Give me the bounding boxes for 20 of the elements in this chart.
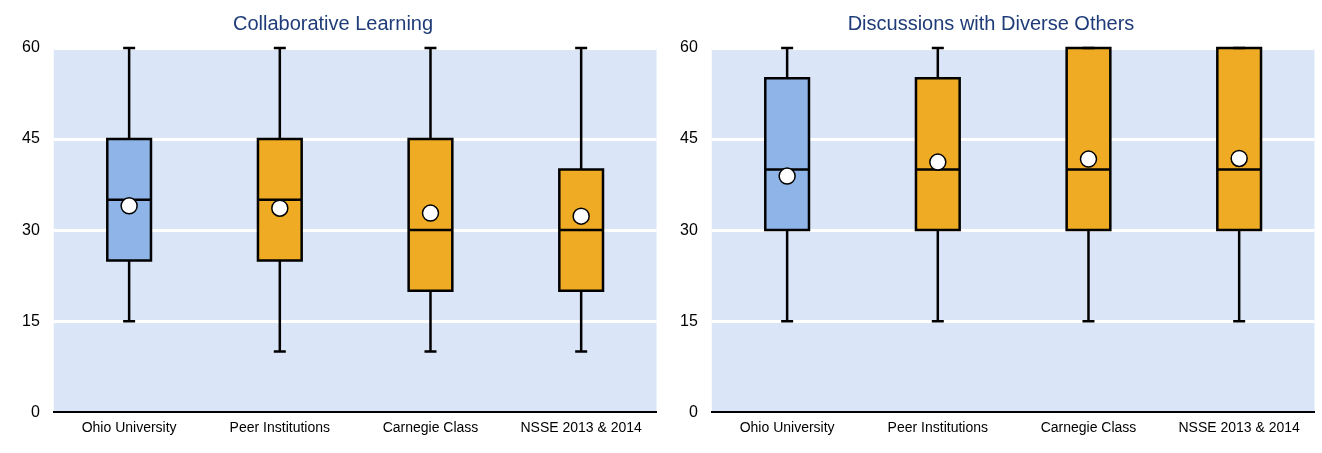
y-tick-label: 45 — [680, 129, 698, 147]
y-tick-label: 45 — [22, 129, 40, 147]
y-tick-label: 15 — [680, 311, 698, 329]
x-tick-label: Ohio University — [739, 419, 835, 436]
x-tick-label: Carnegie Class — [382, 419, 479, 436]
x-tick-label: Ohio University — [81, 419, 177, 436]
y-tick-label: 60 — [22, 38, 40, 56]
x-tick-label: Peer Institutions — [229, 419, 331, 436]
x-tick-label: Carnegie Class — [1040, 419, 1137, 436]
y-tick-label: 60 — [680, 38, 698, 56]
y-tick-label: 15 — [22, 311, 40, 329]
chart-title: Discussions with Diverse Others — [847, 11, 1135, 34]
x-tick-label: NSSE 2013 & 2014 — [1178, 419, 1301, 436]
y-tick-label: 30 — [22, 220, 40, 238]
x-tick-label: Peer Institutions — [887, 419, 989, 436]
x-tick-label: NSSE 2013 & 2014 — [520, 419, 643, 436]
chart-title: Collaborative Learning — [232, 11, 434, 34]
y-tick-label: 0 — [688, 402, 698, 420]
y-tick-label: 30 — [680, 220, 698, 238]
y-tick-label: 0 — [30, 402, 40, 420]
